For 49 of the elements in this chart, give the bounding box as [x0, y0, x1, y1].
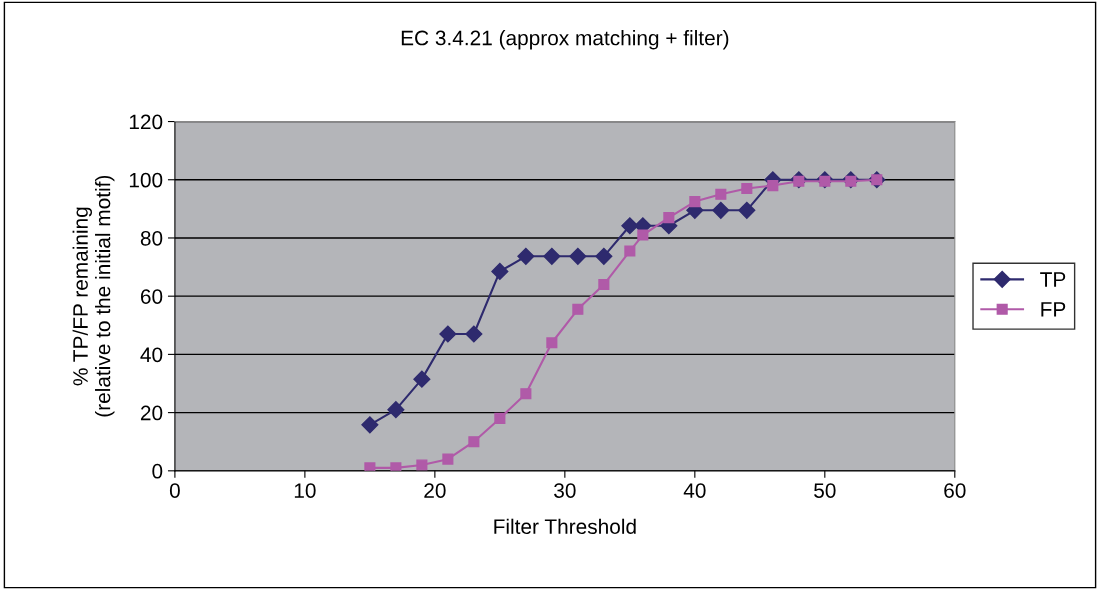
point [543, 247, 561, 265]
y-axis-title: % TP/FP remaining (relative to the initial motif) [72, 175, 115, 417]
point [439, 325, 457, 343]
x-tick-label: 40 [683, 483, 706, 498]
point [491, 262, 509, 280]
point [598, 278, 610, 291]
point [387, 401, 405, 419]
x-tick-label: 0 [169, 483, 180, 498]
point [468, 436, 480, 448]
point [637, 229, 649, 241]
legend-label: FP [1041, 302, 1066, 317]
point [569, 247, 587, 265]
chart-title: EC 3.4.21 (approx matching + filter) [401, 30, 729, 50]
point [712, 201, 730, 219]
y-tick-label: 80 [140, 230, 163, 246]
x-axis-title: Filter Threshold [494, 518, 636, 535]
point [361, 416, 379, 434]
point [520, 388, 532, 400]
point [416, 459, 428, 471]
point [741, 182, 753, 195]
point [390, 462, 402, 471]
y-tick-label: 20 [140, 405, 163, 421]
point [364, 462, 376, 471]
x-tick-label: 50 [814, 483, 836, 498]
legend-label: TP [1040, 272, 1066, 287]
point [715, 188, 727, 200]
point [546, 337, 558, 349]
y-tick-label: 100 [129, 172, 163, 188]
point [494, 412, 506, 424]
point [767, 180, 779, 192]
point [517, 247, 535, 265]
point [572, 303, 584, 315]
y-tick-label: 40 [140, 347, 163, 363]
point [621, 217, 639, 235]
y-tick-label: 0 [152, 463, 163, 479]
y-tick-label: 120 [129, 114, 163, 130]
point [738, 201, 756, 219]
y-tick-label: 60 [140, 289, 163, 304]
point [595, 247, 613, 265]
point [689, 196, 701, 208]
x-tick-label: 60 [944, 483, 966, 498]
point [465, 325, 483, 343]
point [624, 245, 636, 257]
x-tick-label: 30 [554, 483, 576, 498]
x-tick-label: 20 [424, 483, 446, 498]
point [663, 212, 675, 224]
point [442, 453, 454, 465]
x-tick-label: 10 [294, 483, 316, 498]
point [413, 370, 431, 388]
